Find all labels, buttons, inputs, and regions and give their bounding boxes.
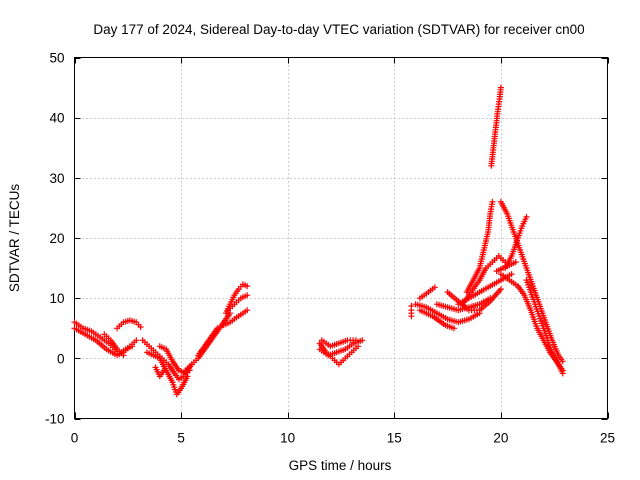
data-point [523,213,530,220]
series-morning-c [101,331,127,359]
y-axis-label: SDTVAR / TECUs [7,184,22,293]
series-rise-d [225,292,251,314]
series-late-a [416,284,438,302]
data-point [120,352,127,359]
x-tick-label: 5 [177,431,185,446]
data-point [244,283,251,290]
y-tick-label: 50 [49,51,64,66]
data-point [512,259,519,266]
data-point [214,325,221,332]
series-morning-d [114,317,144,332]
series-peak-a [497,198,566,365]
data-point [497,286,504,293]
y-tick-label: 20 [49,231,64,246]
x-tick-label: 0 [71,431,79,446]
series-morning-f [144,349,191,398]
data-point [352,337,359,344]
data-point [137,324,144,330]
series-late-h [459,253,509,308]
series-late-iso [408,303,415,320]
series-morning-g [156,343,195,377]
data-point [497,84,504,91]
series-late-e [444,286,504,314]
x-tick-label: 20 [493,431,508,446]
y-tick-label: -10 [45,412,65,427]
data-point [559,370,566,377]
axis-ticks: 0 5 10 15 20 25 -10 0 10 20 30 40 50 [45,51,615,446]
series-spike [488,84,504,169]
series-morning-h [152,364,167,380]
y-tick-label: 30 [49,171,64,186]
data-point [559,358,566,365]
series-peak-c [493,259,519,275]
series-rise-a [182,310,234,374]
x-tick-label: 10 [280,431,295,446]
data-point [489,198,496,205]
data-points [71,84,566,398]
x-tick-label: 15 [387,431,402,446]
y-tick-label: 0 [57,351,65,366]
data-point [359,337,366,344]
data-point [508,271,515,278]
x-axis-label: GPS time / hours [289,458,392,473]
data-point [244,307,251,314]
data-point [244,292,251,299]
series-late-c [416,307,457,332]
y-tick-label: 40 [49,111,64,126]
data-point [431,284,438,291]
chart-title: Day 177 of 2024, Sidereal Day-to-day VTE… [93,22,584,37]
series-peak-e [523,277,566,377]
data-point [161,367,167,374]
data-point [133,337,140,344]
series-rise-b [195,325,221,359]
x-tick-label: 25 [600,431,615,446]
series-late-g [463,198,496,296]
data-point [408,303,415,309]
series-rise-c [222,281,251,317]
series-mid-c [318,337,359,350]
series-rise-e [220,307,251,329]
y-tick-label: 10 [49,291,64,306]
series-morning-e [139,337,193,383]
data-point [451,325,457,332]
